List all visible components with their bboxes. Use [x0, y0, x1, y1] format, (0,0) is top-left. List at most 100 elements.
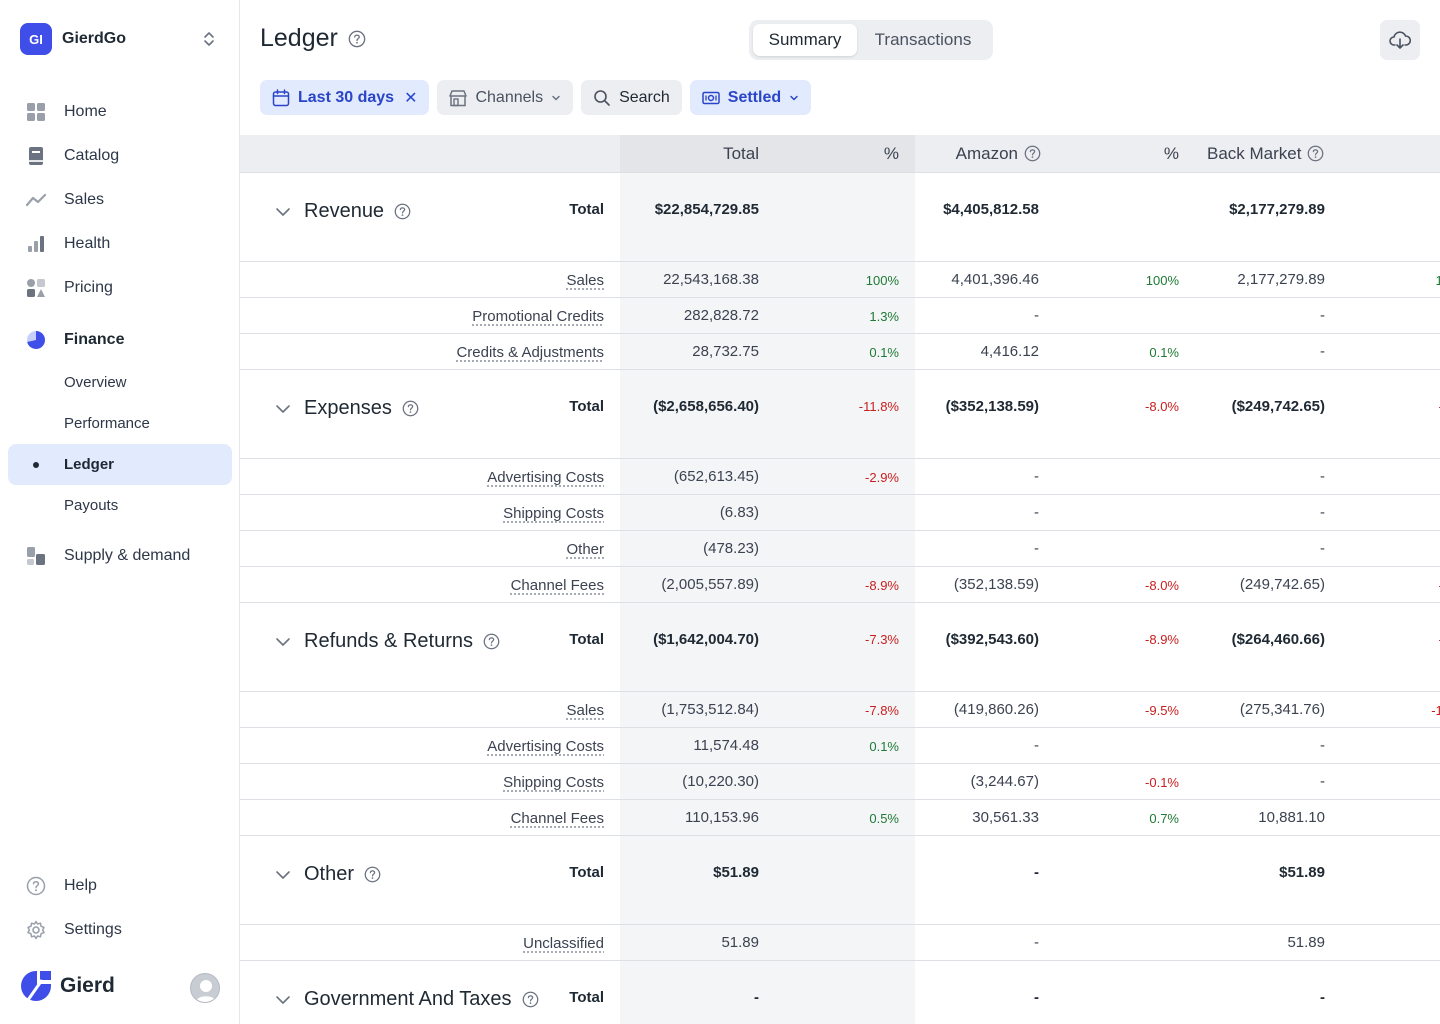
- nav-item-catalog[interactable]: Catalog: [8, 134, 232, 178]
- table-row: Shipping Costs (6.83) - -: [240, 495, 1440, 531]
- row-amazon-value: 4,416.12: [980, 343, 1039, 360]
- help-icon[interactable]: [1307, 145, 1324, 162]
- row-label[interactable]: Channel Fees: [510, 810, 604, 827]
- row-back-market-value: -: [1320, 540, 1325, 557]
- row-label[interactable]: Promotional Credits: [472, 308, 604, 325]
- column-header-amazon-label: Amazon: [955, 143, 1018, 163]
- ledger-section: Refunds & Returns Total ($1,642,004.70) -7.…: [240, 603, 1440, 692]
- clear-filter-icon[interactable]: ✕: [404, 89, 418, 107]
- row-label[interactable]: Advertising Costs: [487, 738, 604, 755]
- help-icon[interactable]: [1024, 145, 1041, 162]
- row-label[interactable]: Shipping Costs: [503, 774, 604, 791]
- table-header: Total % Amazon % Back Market: [240, 135, 1440, 173]
- date-range-filter[interactable]: Last 30 days ✕: [260, 80, 430, 115]
- help-icon[interactable]: [364, 866, 382, 884]
- row-back-market-value: -: [1320, 307, 1325, 324]
- section-title[interactable]: Other: [274, 863, 382, 886]
- channels-filter[interactable]: Channels: [437, 80, 574, 115]
- help-icon[interactable]: [394, 203, 412, 221]
- section-total-value: $22,854,729.85: [654, 201, 759, 218]
- help-icon[interactable]: [402, 400, 420, 418]
- tab-summary[interactable]: Summary: [753, 24, 857, 56]
- chevron-down-icon[interactable]: [274, 633, 292, 651]
- help-icon[interactable]: [483, 633, 501, 651]
- row-back-market-value: (249,742.65): [1239, 576, 1325, 593]
- section-total-label: Total: [569, 631, 604, 648]
- chevron-down-icon[interactable]: [274, 991, 292, 1009]
- filter-bar: Last 30 days ✕ Channels Search Settled: [260, 80, 819, 115]
- chevron-down-icon: [790, 95, 798, 100]
- column-header-total[interactable]: Total: [723, 143, 759, 163]
- download-button[interactable]: [1380, 20, 1420, 60]
- row-back-market-value: 51.89: [1287, 934, 1325, 951]
- nav-subitem-performance[interactable]: Performance: [8, 403, 232, 444]
- tab-transactions[interactable]: Transactions: [874, 30, 972, 49]
- row-label[interactable]: Sales: [566, 272, 604, 289]
- row-amazon-pct: -0.1%: [1145, 775, 1179, 790]
- nav-item-supply-demand[interactable]: Supply & demand: [8, 534, 232, 578]
- chevron-down-icon[interactable]: [274, 203, 292, 221]
- row-back-market-pct: 0: [1420, 811, 1440, 826]
- calendar-icon: [272, 88, 290, 107]
- column-header-back-market[interactable]: Back Market: [1207, 135, 1407, 172]
- brand-logo[interactable]: Gierd: [20, 970, 115, 1002]
- help-icon[interactable]: [522, 991, 540, 1009]
- section-total-label: Total: [569, 201, 604, 218]
- status-filter[interactable]: Settled: [689, 80, 812, 115]
- nav-subitem-payouts[interactable]: Payouts: [8, 485, 232, 526]
- nav-item-finance[interactable]: Finance: [8, 318, 232, 362]
- chevron-down-icon[interactable]: [274, 400, 292, 418]
- nav-item-home[interactable]: Home: [8, 90, 232, 134]
- column-header-amazon[interactable]: Amazon: [915, 135, 1041, 172]
- section-title[interactable]: Expenses: [274, 397, 420, 420]
- search-filter[interactable]: Search: [581, 80, 682, 115]
- section-amazon-pct: -8.0%: [1145, 399, 1179, 414]
- row-label[interactable]: Other: [566, 541, 604, 558]
- nav-label: Pricing: [64, 279, 113, 296]
- row-label[interactable]: Shipping Costs: [503, 505, 604, 522]
- nav-subitem-overview[interactable]: Overview: [8, 362, 232, 403]
- ledger-section: Revenue Total $22,854,729.85 $4,405,812.58 $…: [240, 173, 1440, 262]
- row-back-market-pct: 10: [1435, 273, 1440, 288]
- row-amazon-value: -: [1034, 504, 1039, 521]
- row-label[interactable]: Unclassified: [523, 935, 604, 952]
- avatar[interactable]: [190, 973, 220, 1003]
- nav-label: Settings: [64, 921, 122, 938]
- table-row: Unclassified 51.89 - 51.89: [240, 925, 1440, 961]
- section-title[interactable]: Refunds & Returns: [274, 630, 501, 653]
- nav-subitem-ledger[interactable]: Ledger: [8, 444, 232, 485]
- section-title[interactable]: Revenue: [274, 200, 412, 223]
- section-back-market-pct: -1: [1420, 399, 1440, 414]
- section-amazon-value: $4,405,812.58: [943, 201, 1039, 218]
- nav-item-settings[interactable]: Settings: [8, 908, 232, 952]
- section-title[interactable]: Government And Taxes: [274, 988, 540, 1011]
- nav-item-pricing[interactable]: Pricing: [8, 266, 232, 310]
- row-total-value: 51.89: [721, 934, 759, 951]
- section-back-market-value: ($249,742.65): [1231, 398, 1325, 415]
- row-amazon-value: (352,138.59): [953, 576, 1039, 593]
- nav-label: Payouts: [64, 497, 119, 514]
- chevron-down-icon[interactable]: [274, 866, 292, 884]
- row-total-pct: 0.5%: [869, 811, 899, 826]
- nav-item-sales[interactable]: Sales: [8, 178, 232, 222]
- column-header-back-market-label: Back Market: [1207, 143, 1302, 163]
- row-label[interactable]: Sales: [566, 702, 604, 719]
- nav-item-health[interactable]: Health: [8, 222, 232, 266]
- row-label[interactable]: Advertising Costs: [487, 469, 604, 486]
- boxes-icon: [26, 546, 46, 566]
- table-row: Advertising Costs (652,613.45) -2.9% - -: [240, 459, 1440, 495]
- nav-label: Finance: [64, 331, 125, 348]
- help-icon[interactable]: [348, 30, 366, 48]
- column-header-amazon-pct[interactable]: %: [1163, 143, 1179, 163]
- row-label[interactable]: Channel Fees: [510, 577, 604, 594]
- nav-item-help[interactable]: Help: [8, 864, 232, 908]
- row-total-value: (478.23): [703, 540, 759, 557]
- brand-name: Gierd: [60, 974, 115, 997]
- nav-label: Health: [64, 235, 111, 252]
- column-header-total-pct[interactable]: %: [883, 143, 899, 163]
- row-amazon-pct: 0.1%: [1149, 345, 1179, 360]
- row-label[interactable]: Credits & Adjustments: [456, 344, 604, 361]
- row-back-market-value: -: [1320, 343, 1325, 360]
- table-row: Other (478.23) - -: [240, 531, 1440, 567]
- org-switcher[interactable]: GI GierdGo: [20, 22, 220, 56]
